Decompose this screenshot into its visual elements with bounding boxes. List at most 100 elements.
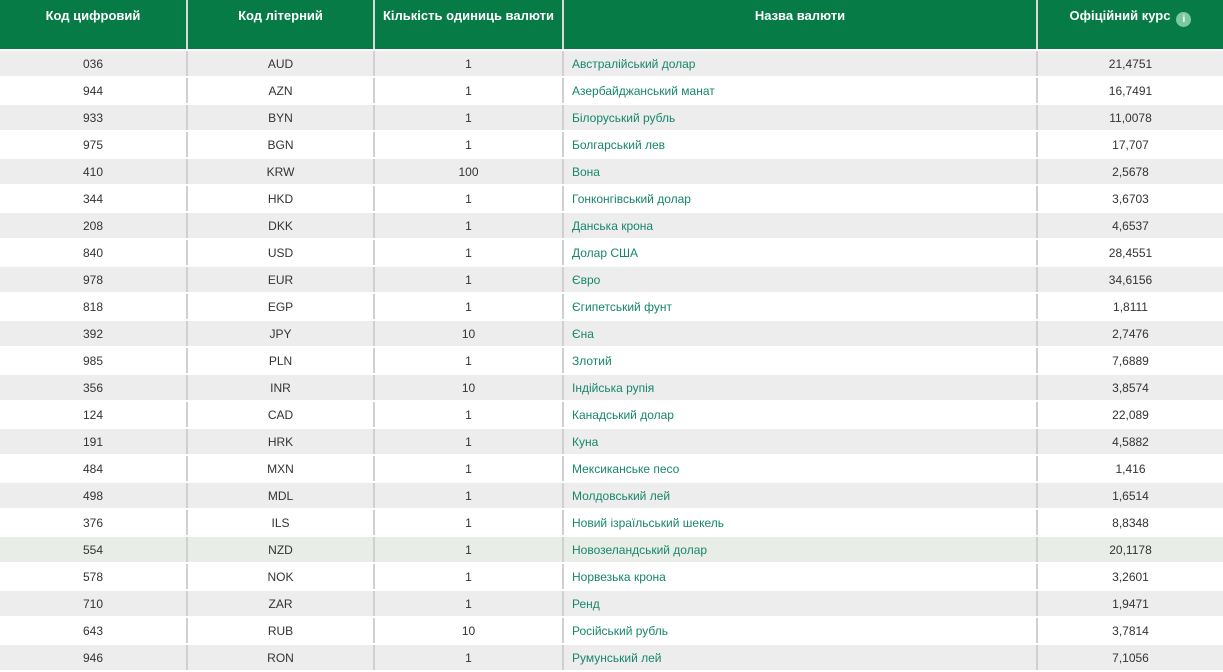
cell-letter: PLN (186, 347, 374, 375)
currency-name-link[interactable]: Австралійський долар (572, 56, 696, 71)
table-header: Код цифровий Код літерний Кількість один… (0, 0, 1223, 51)
cell-name: Австралійський долар (562, 50, 1037, 78)
cell-name: Канадський долар (562, 401, 1037, 429)
cell-rate: 4,6537 (1036, 212, 1223, 240)
cell-rate: 7,6889 (1036, 347, 1223, 375)
cell-name: Данська крона (562, 212, 1037, 240)
cell-letter: ZAR (186, 590, 374, 618)
cell-name: Російський рубль (562, 617, 1037, 645)
currency-name-link[interactable]: Євро (572, 272, 601, 287)
currency-name-link[interactable]: Гонконгівський долар (572, 191, 691, 206)
cell-rate: 3,2601 (1036, 563, 1223, 591)
table-row: 410 KRW 100 Вона 2,5678 (0, 158, 1223, 186)
table-row: 985 PLN 1 Злотий 7,6889 (0, 347, 1223, 375)
cell-code: 710 (0, 590, 187, 618)
cell-letter: KRW (186, 158, 374, 186)
cell-letter: NZD (186, 536, 374, 564)
currency-name-link[interactable]: Ренд (572, 596, 600, 611)
cell-letter: EGP (186, 293, 374, 321)
currency-name-link[interactable]: Новий ізраїльський шекель (572, 515, 725, 530)
currency-name-link[interactable]: Болгарський лев (572, 137, 666, 152)
cell-units: 1 (373, 563, 563, 591)
currency-name-link[interactable]: Новозеландський долар (572, 542, 708, 557)
cell-letter: CAD (186, 401, 374, 429)
official-rate-label: Офіційний курс (1069, 8, 1171, 23)
cell-letter: DKK (186, 212, 374, 240)
currency-name-link[interactable]: Індійська рупія (572, 380, 655, 395)
currency-name-link[interactable]: Румунський лей (572, 650, 662, 665)
cell-name: Індійська рупія (562, 374, 1037, 402)
cell-units: 1 (373, 482, 563, 510)
cell-name: Долар США (562, 239, 1037, 267)
currency-name-link[interactable]: Азербайджанський манат (572, 83, 715, 98)
cell-code: 946 (0, 644, 187, 672)
cell-rate: 3,7814 (1036, 617, 1223, 645)
cell-letter: INR (186, 374, 374, 402)
cell-code: 840 (0, 239, 187, 267)
cell-units: 1 (373, 509, 563, 537)
table-row: 124 CAD 1 Канадський долар 22,089 (0, 401, 1223, 429)
cell-units: 1 (373, 131, 563, 159)
currency-name-link[interactable]: Злотий (572, 353, 612, 368)
cell-letter: USD (186, 239, 374, 267)
cell-units: 1 (373, 455, 563, 483)
cell-letter: EUR (186, 266, 374, 294)
cell-letter: JPY (186, 320, 374, 348)
cell-rate: 3,8574 (1036, 374, 1223, 402)
cell-rate: 17,707 (1036, 131, 1223, 159)
cell-rate: 16,7491 (1036, 77, 1223, 105)
currency-name-link[interactable]: Молдовський лей (572, 488, 671, 503)
cell-name: Вона (562, 158, 1037, 186)
cell-name: Новий ізраїльський шекель (562, 509, 1037, 537)
table-row: 376 ILS 1 Новий ізраїльський шекель 8,8348 (0, 509, 1223, 537)
currency-name-link[interactable]: Канадський долар (572, 407, 674, 422)
cell-letter: AUD (186, 50, 374, 78)
cell-letter: AZN (186, 77, 374, 105)
cell-rate: 21,4751 (1036, 50, 1223, 78)
cell-name: Азербайджанський манат (562, 77, 1037, 105)
currency-name-link[interactable]: Російський рубль (572, 623, 669, 638)
cell-rate: 2,7476 (1036, 320, 1223, 348)
cell-name: Новозеландський долар (562, 536, 1037, 564)
cell-code: 498 (0, 482, 187, 510)
currency-name-link[interactable]: Єгипетський фунт (572, 299, 672, 314)
cell-code: 036 (0, 50, 187, 78)
cell-code: 376 (0, 509, 187, 537)
currency-name-link[interactable]: Вона (572, 164, 600, 179)
cell-letter: RON (186, 644, 374, 672)
cell-units: 1 (373, 401, 563, 429)
cell-name: Єна (562, 320, 1037, 348)
table-row: 036 AUD 1 Австралійський долар 21,4751 (0, 50, 1223, 78)
currency-name-link[interactable]: Куна (572, 434, 599, 449)
table-row: 975 BGN 1 Болгарський лев 17,707 (0, 131, 1223, 159)
table-row: 840 USD 1 Долар США 28,4551 (0, 239, 1223, 267)
cell-units: 1 (373, 293, 563, 321)
currency-name-link[interactable]: Норвезька крона (572, 569, 666, 584)
cell-code: 208 (0, 212, 187, 240)
cell-units: 1 (373, 185, 563, 213)
currency-name-link[interactable]: Данська крона (572, 218, 654, 233)
table-row: 710 ZAR 1 Ренд 1,9471 (0, 590, 1223, 618)
cell-rate: 4,5882 (1036, 428, 1223, 456)
table-row: 578 NOK 1 Норвезька крона 3,2601 (0, 563, 1223, 591)
cell-rate: 1,8111 (1036, 293, 1223, 321)
currency-name-link[interactable]: Долар США (572, 245, 639, 260)
cell-name: Ренд (562, 590, 1037, 618)
cell-rate: 1,9471 (1036, 590, 1223, 618)
cell-code: 975 (0, 131, 187, 159)
currency-name-link[interactable]: Білоруський рубль (572, 110, 676, 125)
table-row: 498 MDL 1 Молдовський лей 1,6514 (0, 482, 1223, 510)
cell-code: 356 (0, 374, 187, 402)
table-row: 944 AZN 1 Азербайджанський манат 16,7491 (0, 77, 1223, 105)
cell-units: 10 (373, 320, 563, 348)
cell-name: Куна (562, 428, 1037, 456)
currency-name-link[interactable]: Мексиканське песо (572, 461, 680, 476)
cell-letter: BYN (186, 104, 374, 132)
cell-rate: 28,4551 (1036, 239, 1223, 267)
cell-rate: 1,6514 (1036, 482, 1223, 510)
info-icon[interactable]: i (1176, 12, 1192, 27)
cell-rate: 7,1056 (1036, 644, 1223, 672)
cell-code: 191 (0, 428, 187, 456)
currency-name-link[interactable]: Єна (572, 326, 594, 341)
